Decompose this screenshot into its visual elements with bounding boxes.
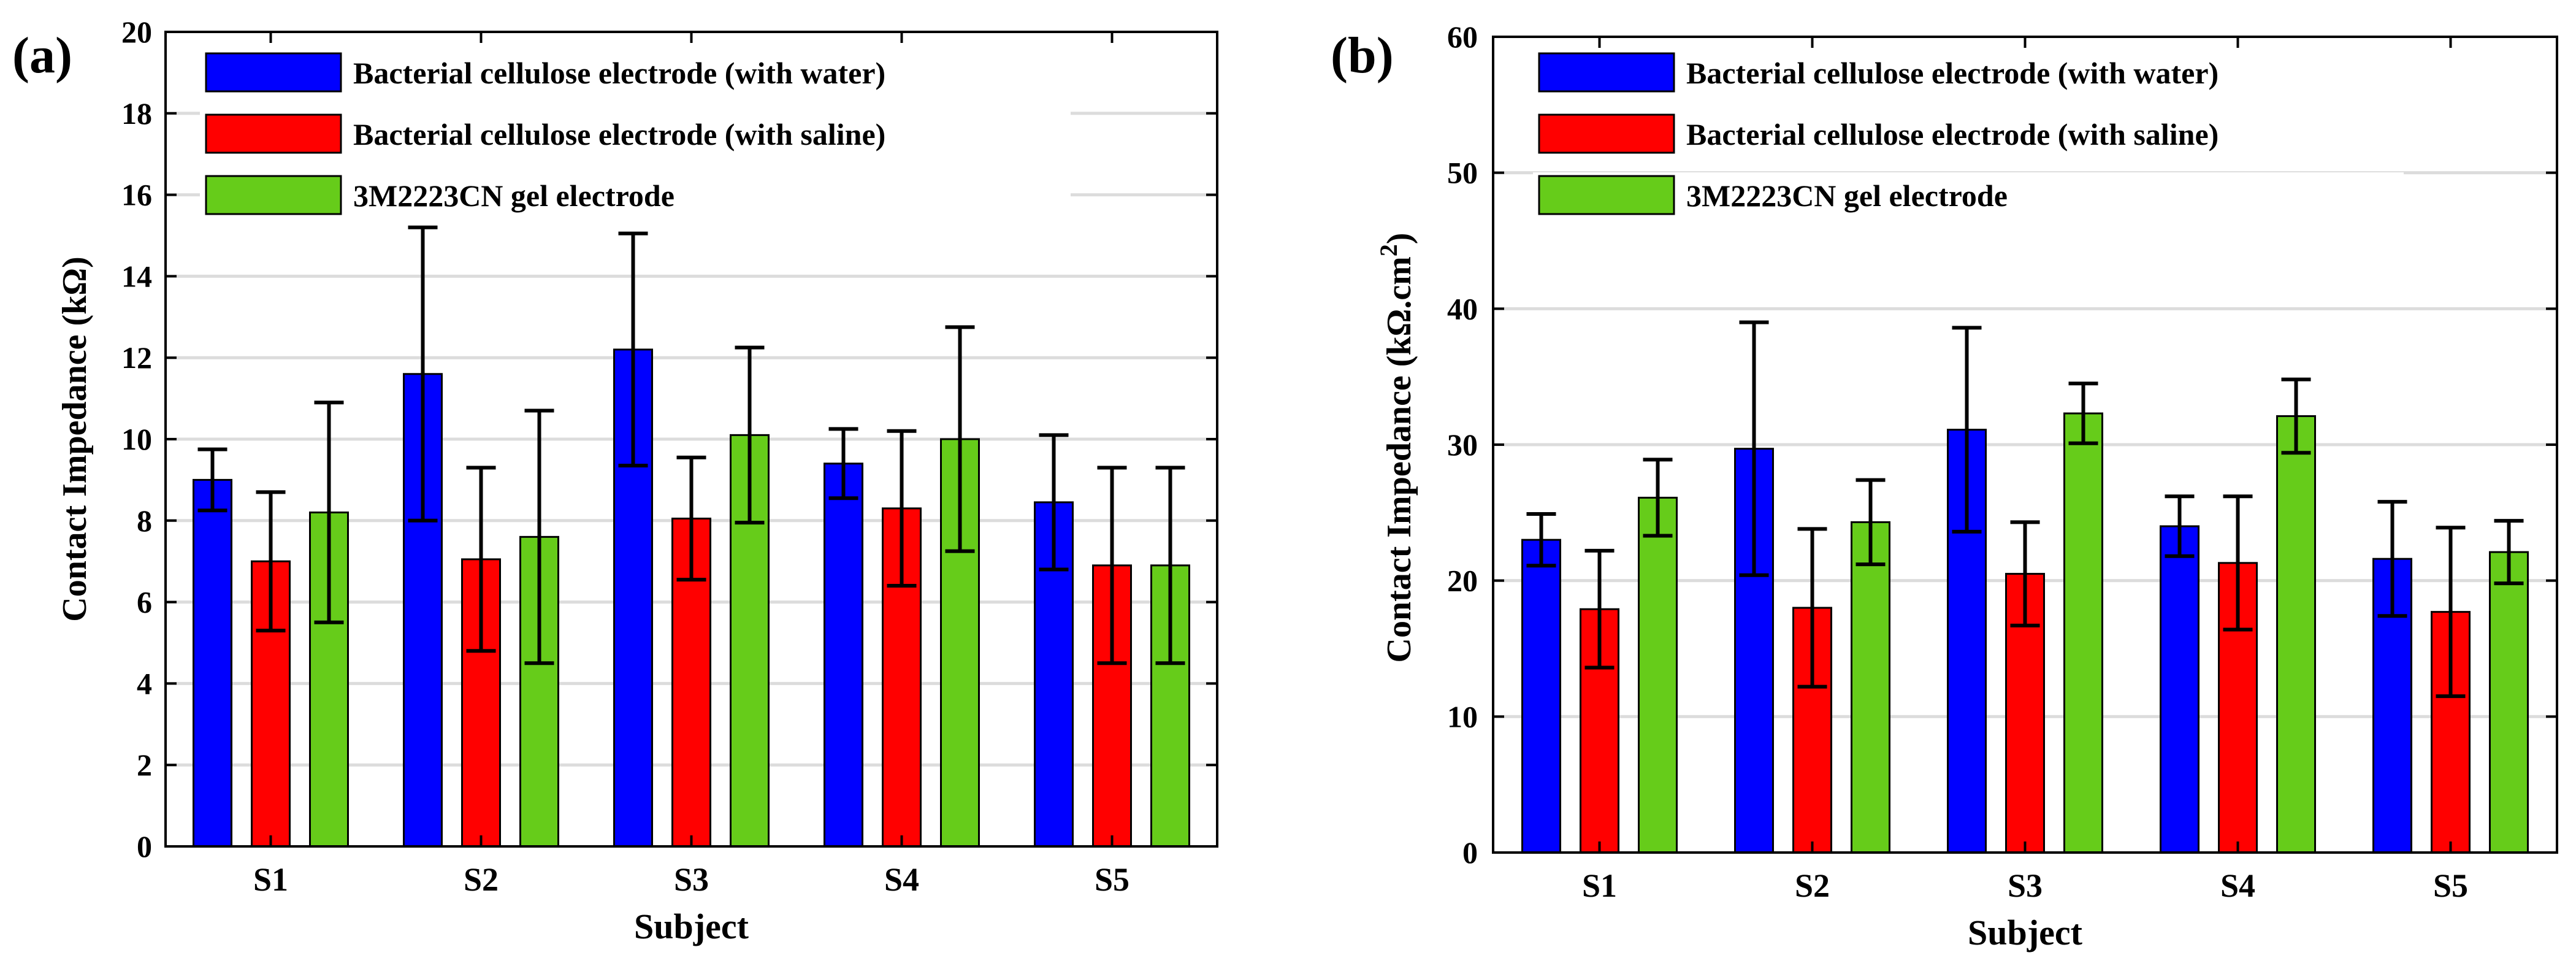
- y-tick-label: 2: [137, 748, 152, 782]
- bar: [1521, 539, 1561, 854]
- y-axis-label: Contact Impedance (kΩ.cm2): [1375, 233, 1418, 663]
- legend-background: [200, 172, 1071, 218]
- legend-label: 3M2223CN gel electrode: [353, 178, 675, 213]
- bar: [2276, 415, 2316, 854]
- y-tick-label: 4: [137, 666, 152, 700]
- y-tick-label: 20: [121, 15, 152, 49]
- legend-label: Bacterial cellulose electrode (with wate…: [1686, 56, 2219, 90]
- y-axis-label: Contact Impedance (kΩ): [56, 256, 94, 621]
- legend-swatch: [1538, 175, 1675, 215]
- x-tick-label: S5: [1095, 861, 1129, 898]
- legend-swatch: [1538, 113, 1675, 154]
- y-tick-label: 6: [137, 585, 152, 619]
- x-tick-label: S4: [884, 861, 919, 898]
- x-axis-label: Subject: [1968, 913, 2083, 953]
- legend-swatch: [1538, 52, 1675, 93]
- y-tick-label: 0: [1462, 835, 1478, 870]
- x-tick-label: S3: [674, 861, 709, 898]
- legend-background: [1533, 172, 2404, 218]
- legend-background: [1533, 111, 2404, 156]
- legend-background: [200, 111, 1071, 156]
- bar: [2160, 525, 2200, 854]
- legend-background: [200, 50, 1071, 95]
- y-tick-label: 60: [1447, 20, 1478, 54]
- bar: [1638, 496, 1678, 854]
- bar: [2489, 551, 2529, 854]
- x-tick-label: S5: [2433, 867, 2468, 904]
- legend-label: 3M2223CN gel electrode: [1686, 178, 2008, 213]
- y-axis-label-superscript: 2: [1375, 244, 1402, 256]
- y-tick-label: 50: [1447, 156, 1478, 190]
- bar: [2063, 412, 2103, 854]
- x-axis-label: Subject: [634, 907, 749, 946]
- panel-label: (a): [12, 27, 72, 84]
- legend-background: [1533, 50, 2404, 95]
- y-tick-label: 30: [1447, 427, 1478, 462]
- legend: Bacterial cellulose electrode (with wate…: [200, 50, 1071, 218]
- legend-label: Bacterial cellulose electrode (with wate…: [353, 56, 885, 90]
- x-tick-label: S3: [2008, 867, 2043, 904]
- bar: [1851, 521, 1890, 854]
- y-tick-label: 16: [121, 178, 152, 212]
- y-tick-label: 0: [137, 829, 152, 864]
- y-tick-label: 12: [121, 340, 152, 375]
- y-tick-label: 10: [121, 422, 152, 456]
- legend-label: Bacterial cellulose electrode (with sali…: [1686, 117, 2219, 151]
- x-tick-label: S1: [1582, 867, 1617, 904]
- panel-label: (b): [1331, 27, 1394, 84]
- legend-label: Bacterial cellulose electrode (with sali…: [353, 117, 885, 151]
- x-tick-label: S4: [2220, 867, 2255, 904]
- y-tick-label: 14: [121, 259, 152, 293]
- chart-panel-1: 0 2 4 6 8 10 12 14 16 18 20 S1 S2 S3 S4 S5 Subject Contac…: [12, 15, 1218, 946]
- x-tick-label: S2: [464, 861, 499, 898]
- y-tick-label: 8: [137, 504, 152, 538]
- y-tick-label: 40: [1447, 291, 1478, 326]
- bar: [193, 478, 232, 848]
- legend-swatch: [205, 52, 342, 93]
- y-tick-label: 18: [121, 96, 152, 131]
- chart-panel-2: 0 10 20 30 40 50 60 S1 S2 S3 S4 S5 Subject Contact Im…: [1331, 20, 2558, 953]
- x-tick-label: S1: [253, 861, 288, 898]
- y-tick-label: 10: [1447, 699, 1478, 734]
- x-tick-label: S2: [1795, 867, 1830, 904]
- legend: Bacterial cellulose electrode (with wate…: [1533, 50, 2404, 218]
- legend-swatch: [205, 175, 342, 215]
- y-tick-label: 20: [1447, 564, 1478, 598]
- legend-swatch: [205, 113, 342, 154]
- bar: [824, 462, 863, 848]
